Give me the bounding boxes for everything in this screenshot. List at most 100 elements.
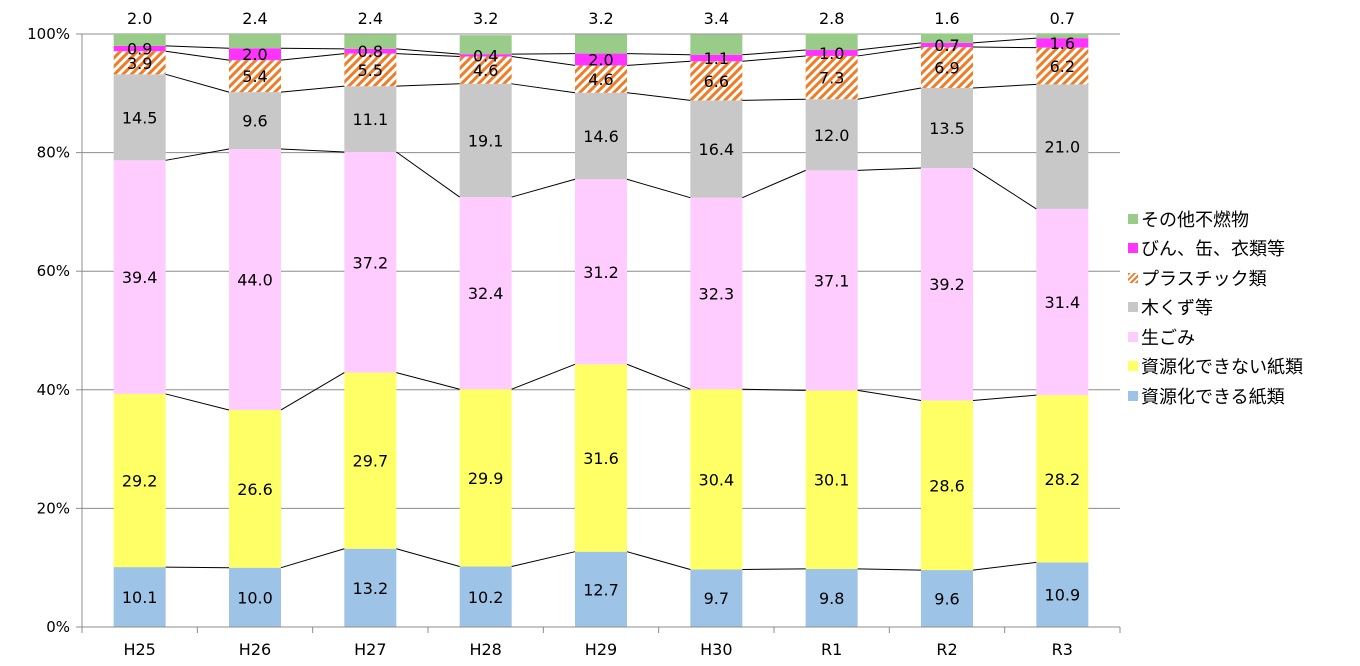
bar-segment [459, 197, 512, 390]
bar-segment [1036, 47, 1089, 85]
bar-segment [344, 86, 397, 153]
data-label: 1.6 [934, 9, 959, 28]
data-label: 32.4 [468, 284, 504, 303]
series-line [742, 169, 806, 199]
bar-segment [921, 47, 973, 88]
data-label: 3.2 [588, 9, 613, 28]
y-tick-label: 80% [37, 144, 70, 162]
data-label: 3.4 [704, 9, 729, 28]
legend-item: 生ごみ [1128, 322, 1303, 352]
legend-label: その他不燃物 [1141, 209, 1249, 231]
data-label: 1.0 [819, 44, 844, 63]
legend-label: びん、缶、衣類等 [1141, 239, 1285, 261]
series-line [396, 372, 460, 390]
series-line [857, 87, 922, 100]
data-label: 31.6 [583, 449, 619, 468]
data-label: 6.2 [1050, 57, 1075, 76]
series-line [511, 363, 576, 390]
series-line [857, 389, 922, 401]
data-label: 4.6 [588, 70, 613, 89]
data-label: 2.4 [358, 9, 383, 28]
series-line [857, 46, 922, 57]
data-label: 29.2 [122, 472, 158, 491]
legend-item: 資源化できない紙類 [1128, 352, 1303, 382]
legend-label: 木くず等 [1141, 298, 1213, 320]
legend-label: 生ごみ [1141, 327, 1195, 349]
bar-segment [459, 566, 512, 627]
legend-swatch [1128, 213, 1138, 224]
data-label: 19.1 [468, 131, 504, 150]
series-line [165, 393, 230, 411]
data-label: 9.8 [819, 589, 844, 608]
data-label: 26.6 [237, 480, 273, 499]
data-label: 5.4 [242, 67, 267, 86]
series-line [857, 568, 922, 571]
data-label: 4.6 [473, 61, 498, 80]
bar-segment [113, 51, 166, 75]
series-line [396, 53, 460, 58]
data-label: 13.2 [353, 579, 389, 598]
legend-label: プラスチック類 [1141, 268, 1267, 290]
series-line [511, 551, 576, 568]
data-label: 28.2 [1045, 470, 1081, 489]
legend-swatch [1128, 331, 1138, 342]
bar-segment [344, 34, 397, 49]
series-line [280, 548, 345, 569]
bar-segment [459, 54, 512, 57]
data-label: 11.1 [353, 110, 389, 129]
series-line [396, 151, 460, 198]
data-label: 39.4 [122, 268, 158, 287]
data-label: 10.9 [1045, 586, 1081, 605]
series-line [396, 83, 460, 87]
x-tick-label: H26 [239, 640, 271, 659]
legend-swatch [1128, 272, 1138, 283]
series-line [396, 48, 460, 55]
series-line [742, 55, 806, 62]
series-line [396, 548, 460, 567]
series-line [742, 568, 806, 570]
series-line [280, 148, 345, 153]
bar-segment [344, 548, 397, 627]
data-label: 1.6 [1050, 34, 1075, 53]
series-line [742, 49, 806, 56]
series-line [972, 46, 1037, 49]
legend-swatch [1128, 390, 1138, 401]
data-label: 3.9 [127, 54, 152, 73]
bar-segment [229, 60, 281, 93]
series-line [280, 53, 345, 61]
data-label: 14.5 [122, 108, 158, 127]
series-line [857, 42, 922, 51]
bar-segment [1036, 208, 1089, 396]
series-line [742, 98, 806, 101]
bar-segment [229, 149, 281, 410]
data-label: 6.6 [704, 72, 729, 91]
bar-segment [1036, 562, 1089, 627]
data-label: 0.8 [358, 42, 383, 61]
bar-segment [921, 168, 973, 401]
data-label: 30.1 [814, 471, 850, 490]
data-label: 12.7 [583, 580, 619, 599]
legend-item: プラスチック類 [1128, 263, 1303, 293]
data-label: 2.4 [242, 9, 267, 28]
bar-segment [459, 389, 512, 567]
bar-segment [921, 33, 973, 43]
x-tick-label: R2 [936, 640, 957, 659]
data-label: 10.2 [468, 588, 504, 607]
legend-swatch [1128, 302, 1138, 313]
bar-segment [113, 34, 166, 46]
data-label: 9.6 [934, 590, 959, 609]
bar-segment [690, 389, 743, 570]
bar-segment [690, 100, 743, 198]
data-label: 16.4 [699, 140, 735, 159]
data-label: 44.0 [237, 271, 273, 290]
data-label: 28.6 [929, 476, 965, 495]
bar-segment [805, 50, 858, 56]
data-label: 30.4 [699, 470, 735, 489]
data-label: 5.5 [358, 61, 383, 80]
bar-segment [1036, 395, 1089, 563]
bar-segment [805, 99, 858, 171]
series-line [857, 167, 922, 171]
legend-item: 資源化できる紙類 [1128, 381, 1303, 411]
